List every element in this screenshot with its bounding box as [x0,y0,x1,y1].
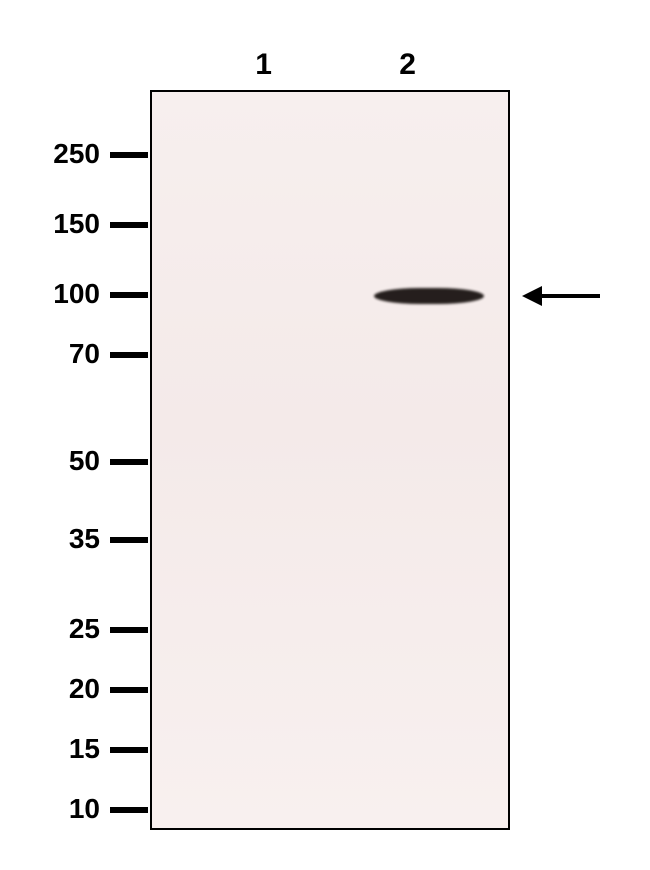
band-lane2 [374,288,484,304]
mw-tick-25 [110,627,148,633]
mw-tick-10 [110,807,148,813]
western-blot-figure: 1 2 250 150 100 70 50 35 25 20 15 10 [0,0,650,870]
mw-label-25: 25 [30,613,100,645]
mw-label-20: 20 [30,673,100,705]
mw-label-35: 35 [30,523,100,555]
arrow-head-icon [522,286,542,306]
mw-tick-15 [110,747,148,753]
mw-tick-70 [110,352,148,358]
mw-label-100: 100 [30,278,100,310]
lane-label-1: 1 [255,48,272,82]
blot-membrane [150,90,510,830]
mw-label-70: 70 [30,338,100,370]
mw-tick-20 [110,687,148,693]
mw-tick-100 [110,292,148,298]
arrow-shaft [542,294,600,298]
mw-label-150: 150 [30,208,100,240]
mw-tick-50 [110,459,148,465]
mw-tick-250 [110,152,148,158]
lane-label-2: 2 [399,48,416,82]
mw-label-10: 10 [30,793,100,825]
mw-tick-35 [110,537,148,543]
mw-tick-150 [110,222,148,228]
mw-label-15: 15 [30,733,100,765]
mw-label-250: 250 [30,138,100,170]
mw-label-50: 50 [30,445,100,477]
